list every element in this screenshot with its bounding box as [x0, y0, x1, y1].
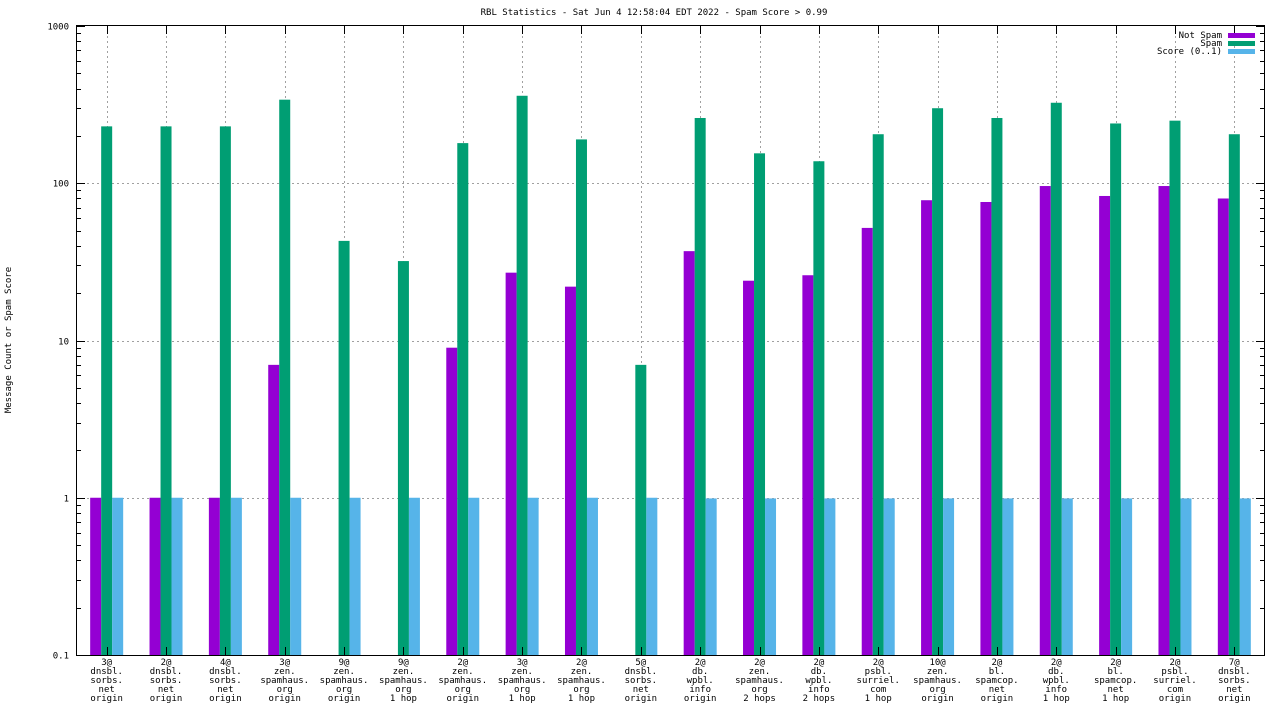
bar-score-0-1	[468, 497, 480, 655]
y-axis-ticks: 0.1 1 10 100 1000	[47, 23, 1264, 662]
bar-spam	[635, 364, 647, 655]
bar-score-0-1	[290, 497, 302, 655]
bar-score-0-1	[646, 497, 658, 655]
x-tick-label: 7@ dnsbl. sorbs. net origin	[1218, 658, 1251, 704]
bar-not-spam	[1099, 195, 1111, 655]
x-tick-label: 2@ dnsbl. sorbs. net origin	[150, 658, 183, 704]
x-tick-label: 2@ psbl. surriel. com origin	[1153, 658, 1196, 704]
x-tick-label: 3@ dnsbl. sorbs. net origin	[90, 658, 123, 704]
bar-score-0-1	[349, 497, 361, 655]
legend-swatch	[1228, 41, 1255, 46]
bar-not-spam	[149, 497, 161, 655]
x-tick-label: 10@ zen. spamhaus. org origin	[913, 658, 962, 704]
bar-score-0-1	[1121, 498, 1133, 655]
bar-not-spam	[1217, 198, 1229, 655]
bar-not-spam	[564, 286, 576, 655]
bar-score-0-1	[171, 497, 183, 655]
bar-spam	[1050, 102, 1062, 655]
x-tick-label: 2@ bl. spamcop. net origin	[975, 658, 1018, 704]
x-tick-label: 3@ zen. spamhaus. org origin	[260, 658, 309, 704]
x-tick-label: 9@ zen. spamhaus. org origin	[320, 658, 369, 704]
bar-not-spam	[861, 227, 873, 655]
bar-not-spam	[802, 275, 814, 655]
bar-score-0-1	[527, 497, 539, 655]
bar-spam	[754, 153, 766, 655]
bar-spam	[457, 143, 469, 655]
bar-score-0-1	[1061, 498, 1073, 655]
bar-not-spam	[683, 251, 695, 656]
y-axis-label: Message Count or Spam Score	[4, 267, 14, 413]
bar-not-spam	[1158, 186, 1170, 655]
bar-score-0-1	[408, 497, 420, 655]
bar-score-0-1	[883, 498, 895, 655]
x-axis-ticks: 3@ dnsbl. sorbs. net origin 2@ dnsbl. sorbs. net…	[90, 26, 1251, 704]
bar-score-0-1	[1239, 498, 1251, 655]
bar-not-spam	[268, 364, 280, 655]
bar-not-spam	[505, 272, 517, 655]
bar-score-0-1	[705, 498, 717, 655]
bar-score-0-1	[1002, 498, 1014, 655]
bar-spam	[338, 240, 350, 655]
bar-spam	[694, 117, 706, 656]
bar-spam	[160, 126, 172, 656]
bar-spam	[1169, 120, 1181, 655]
x-tick-label: 2@ db. wpbl. info 2 hops	[803, 658, 836, 704]
chart-title: RBL Statistics - Sat Jun 4 12:58:04 EDT …	[481, 8, 828, 18]
legend-swatch	[1228, 33, 1255, 38]
bar-score-0-1	[943, 498, 955, 655]
bar-not-spam	[1039, 186, 1051, 655]
bar-not-spam	[980, 201, 992, 655]
bar-not-spam	[921, 200, 933, 655]
y-tick-label: 1	[64, 495, 69, 505]
bar-spam	[575, 139, 587, 655]
bar-spam	[279, 99, 291, 656]
bar-not-spam	[743, 280, 755, 655]
bar-spam	[872, 134, 884, 656]
grid-lines	[77, 26, 1264, 655]
x-tick-label: 2@ zen. spamhaus. org origin	[438, 658, 487, 704]
legend-label: Spam	[1200, 39, 1222, 49]
legend-swatch	[1228, 49, 1255, 54]
bar-score-0-1	[586, 497, 598, 655]
x-tick-label: 4@ dnsbl. sorbs. net origin	[209, 658, 242, 704]
x-tick-label: 5@ dnsbl. sorbs. net origin	[625, 658, 658, 704]
bar-score-0-1	[112, 497, 124, 655]
bar-spam	[813, 161, 825, 655]
x-tick-label: 2@ zen. spamhaus. org 2 hops	[735, 658, 784, 704]
bar-not-spam	[446, 347, 458, 655]
y-tick-label: 10	[58, 338, 69, 348]
x-tick-label: 3@ zen. spamhaus. org 1 hop	[498, 658, 547, 704]
bar-spam	[516, 95, 528, 656]
x-tick-label: 2@ psbl. surriel. com 1 hop	[857, 658, 900, 704]
x-tick-label: 2@ db. wpbl. info 1 hop	[1043, 658, 1070, 704]
x-tick-label: 9@ zen. spamhaus. org 1 hop	[379, 658, 428, 704]
legend-label: Not Spam	[1179, 31, 1222, 41]
bar-spam	[397, 261, 409, 655]
bar-score-0-1	[1180, 498, 1192, 655]
y-tick-label: 100	[53, 180, 69, 190]
bar-score-0-1	[765, 498, 777, 655]
x-tick-label: 2@ db. wpbl. info origin	[684, 658, 717, 704]
plot-frame	[76, 25, 1265, 656]
bar-not-spam	[90, 497, 102, 655]
bar-spam	[991, 117, 1003, 656]
x-tick-label: 2@ bl. spamcop. net 1 hop	[1094, 658, 1137, 704]
bar-spam	[1228, 134, 1240, 656]
bar-spam	[101, 126, 113, 656]
bar-score-0-1	[230, 497, 242, 655]
bar-score-0-1	[824, 498, 836, 655]
bars	[90, 95, 1251, 656]
bar-not-spam	[208, 497, 220, 655]
x-tick-label: 2@ zen. spamhaus. org 1 hop	[557, 658, 606, 704]
y-tick-label: 1000	[47, 23, 69, 33]
legend-label: Score (0..1)	[1157, 47, 1222, 57]
y-tick-label: 0.1	[53, 652, 69, 662]
bar-spam	[219, 126, 231, 656]
bar-spam	[1110, 123, 1122, 655]
bar-spam	[932, 108, 944, 656]
